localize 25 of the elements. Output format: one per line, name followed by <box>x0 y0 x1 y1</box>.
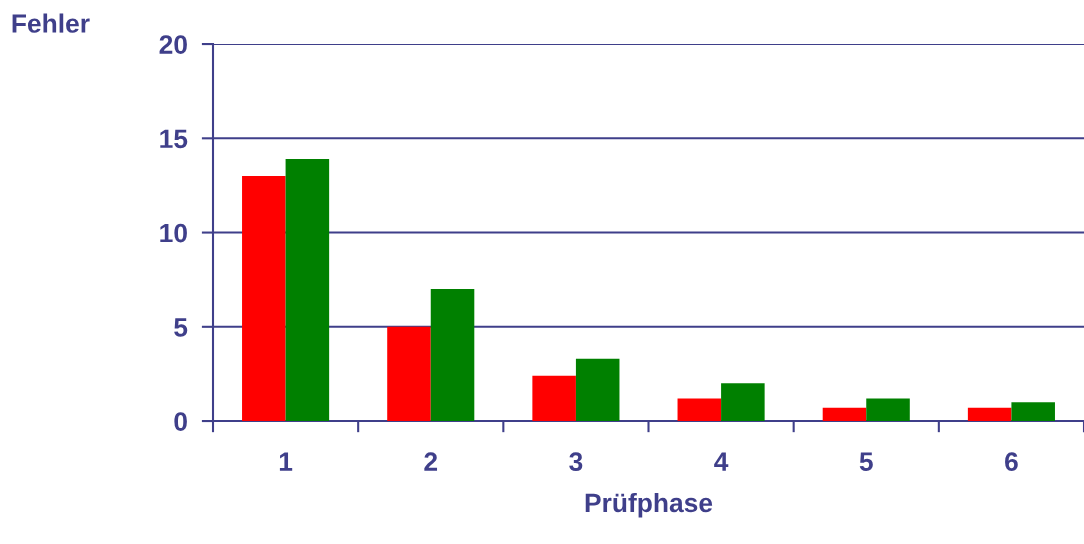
y-tick-label: 10 <box>160 223 187 243</box>
bar <box>285 159 330 422</box>
bar <box>430 289 475 422</box>
bar <box>967 407 1012 422</box>
bar <box>866 398 910 422</box>
y-tick-label: 20 <box>159 35 187 54</box>
bar <box>575 358 620 422</box>
bar <box>721 383 765 422</box>
x-axis-title: Prüfphase <box>585 492 713 518</box>
y-tick-label: 15 <box>160 129 188 149</box>
x-tick-label: 4 <box>714 452 729 471</box>
x-tick-label: 5 <box>859 452 873 471</box>
x-tick-label: 3 <box>569 452 583 472</box>
y-tick-label: 0 <box>174 412 187 431</box>
y-tick-label: 5 <box>174 318 188 337</box>
bar <box>677 398 722 422</box>
bar <box>822 407 867 422</box>
x-tick-label: 2 <box>424 452 438 471</box>
x-tick-label: 1 <box>279 452 293 471</box>
x-tick-label: 6 <box>1005 452 1018 471</box>
bar <box>387 326 431 422</box>
bar <box>242 176 286 422</box>
bar <box>532 375 576 422</box>
y-axis-title: Fehler <box>12 13 90 33</box>
bar <box>1011 402 1055 422</box>
